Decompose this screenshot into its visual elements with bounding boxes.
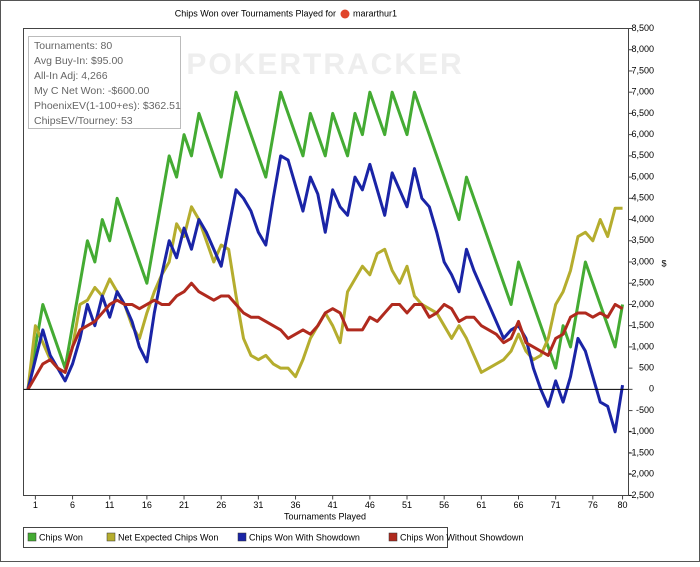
y-tick-label: 1,000 <box>631 341 654 351</box>
x-tick-label: 16 <box>142 500 152 510</box>
y-tick-label: 5,500 <box>631 150 654 160</box>
y-tick-label: 2,000 <box>631 299 654 309</box>
x-tick-label: 76 <box>588 500 598 510</box>
y-tick-label: 500 <box>639 363 654 373</box>
chart-title: Chips Won over Tournaments Played for <box>175 8 336 18</box>
x-tick-label: 36 <box>291 500 301 510</box>
y-tick-label: 2,500 <box>631 278 654 288</box>
y-tick-label: -1,500 <box>628 447 654 457</box>
y-tick-label: 6,000 <box>631 129 654 139</box>
y-tick-label: 7,500 <box>631 65 654 75</box>
y-tick-label: 4,500 <box>631 193 654 203</box>
player-name: mararthur1 <box>353 8 397 18</box>
y-tick-label: -500 <box>636 405 654 415</box>
x-axis-label: Tournaments Played <box>284 511 366 521</box>
info-line: PhoenixEV(1-100+es): $362.51 <box>34 100 181 112</box>
x-tick-label: 6 <box>70 500 75 510</box>
info-line: My C Net Won: -$600.00 <box>34 85 150 97</box>
legend-label: Chips Won Without Showdown <box>400 532 523 542</box>
x-tick-label: 1 <box>33 500 38 510</box>
y-tick-label: 7,000 <box>631 87 654 97</box>
legend-swatch <box>237 532 247 542</box>
y-tick-label: 6,500 <box>631 108 654 118</box>
x-tick-label: 56 <box>439 500 449 510</box>
y-tick-label: 3,500 <box>631 235 654 245</box>
y-tick-label: -1,000 <box>628 426 654 436</box>
x-tick-label: 51 <box>402 500 412 510</box>
legend-swatch <box>27 532 37 542</box>
info-line: Avg Buy-In: $95.00 <box>34 55 123 67</box>
y-tick-label: -2,000 <box>628 469 654 479</box>
x-tick-label: 41 <box>328 500 338 510</box>
info-line: Tournaments: 80 <box>34 40 112 52</box>
x-tick-label: 71 <box>551 500 561 510</box>
y-tick-label: -2,500 <box>628 490 654 500</box>
info-box <box>28 36 181 129</box>
y-tick-label: 0 <box>649 384 654 394</box>
series-line <box>26 281 624 391</box>
x-tick-label: 80 <box>618 500 628 510</box>
legend-label: Net Expected Chips Won <box>118 532 218 542</box>
y-tick-label: 8,500 <box>631 23 654 33</box>
x-tick-label: 21 <box>179 500 189 510</box>
x-tick-label: 61 <box>476 500 486 510</box>
legend-label: Chips Won With Showdown <box>249 532 360 542</box>
x-tick-label: 31 <box>253 500 263 510</box>
player-icon <box>340 9 350 19</box>
y-tick-label: 4,000 <box>631 214 654 224</box>
series-line <box>26 90 625 390</box>
y-tick-label: 5,000 <box>631 171 654 181</box>
x-tick-label: 66 <box>513 500 523 510</box>
y-tick-label: 3,000 <box>631 256 654 266</box>
x-tick-label: 26 <box>216 500 226 510</box>
x-tick-label: 11 <box>105 500 114 510</box>
legend-swatch <box>388 532 398 542</box>
watermark: POKERTRACKER <box>186 48 463 81</box>
y-tick-label: 8,000 <box>631 44 654 54</box>
y-axis-label: $ <box>661 258 666 268</box>
y-tick-label: 1,500 <box>631 320 654 330</box>
legend <box>23 527 448 548</box>
legend-label: Chips Won <box>39 532 83 542</box>
legend-swatch <box>106 532 116 542</box>
info-line: All-In Adj: 4,266 <box>34 70 108 82</box>
info-line: ChipsEV/Tourney: 53 <box>34 115 133 127</box>
x-tick-label: 46 <box>365 500 375 510</box>
